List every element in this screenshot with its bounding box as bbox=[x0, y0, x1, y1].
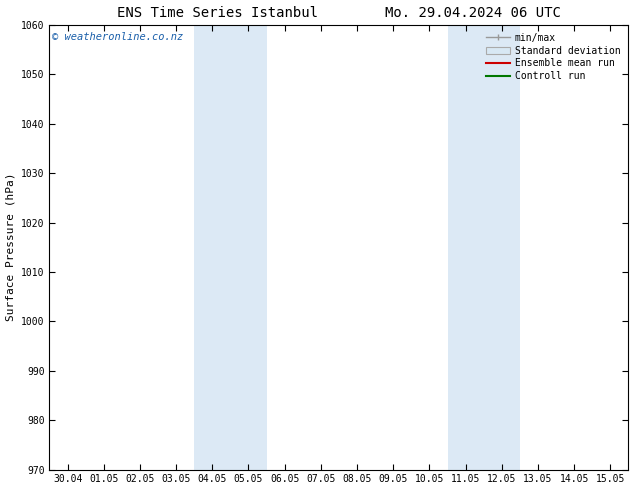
Legend: min/max, Standard deviation, Ensemble mean run, Controll run: min/max, Standard deviation, Ensemble me… bbox=[483, 30, 624, 84]
Text: © weatheronline.co.nz: © weatheronline.co.nz bbox=[53, 31, 184, 42]
Y-axis label: Surface Pressure (hPa): Surface Pressure (hPa) bbox=[6, 173, 16, 321]
Bar bbox=[194, 25, 266, 469]
Bar bbox=[448, 25, 520, 469]
Title: ENS Time Series Istanbul        Mo. 29.04.2024 06 UTC: ENS Time Series Istanbul Mo. 29.04.2024 … bbox=[117, 5, 561, 20]
